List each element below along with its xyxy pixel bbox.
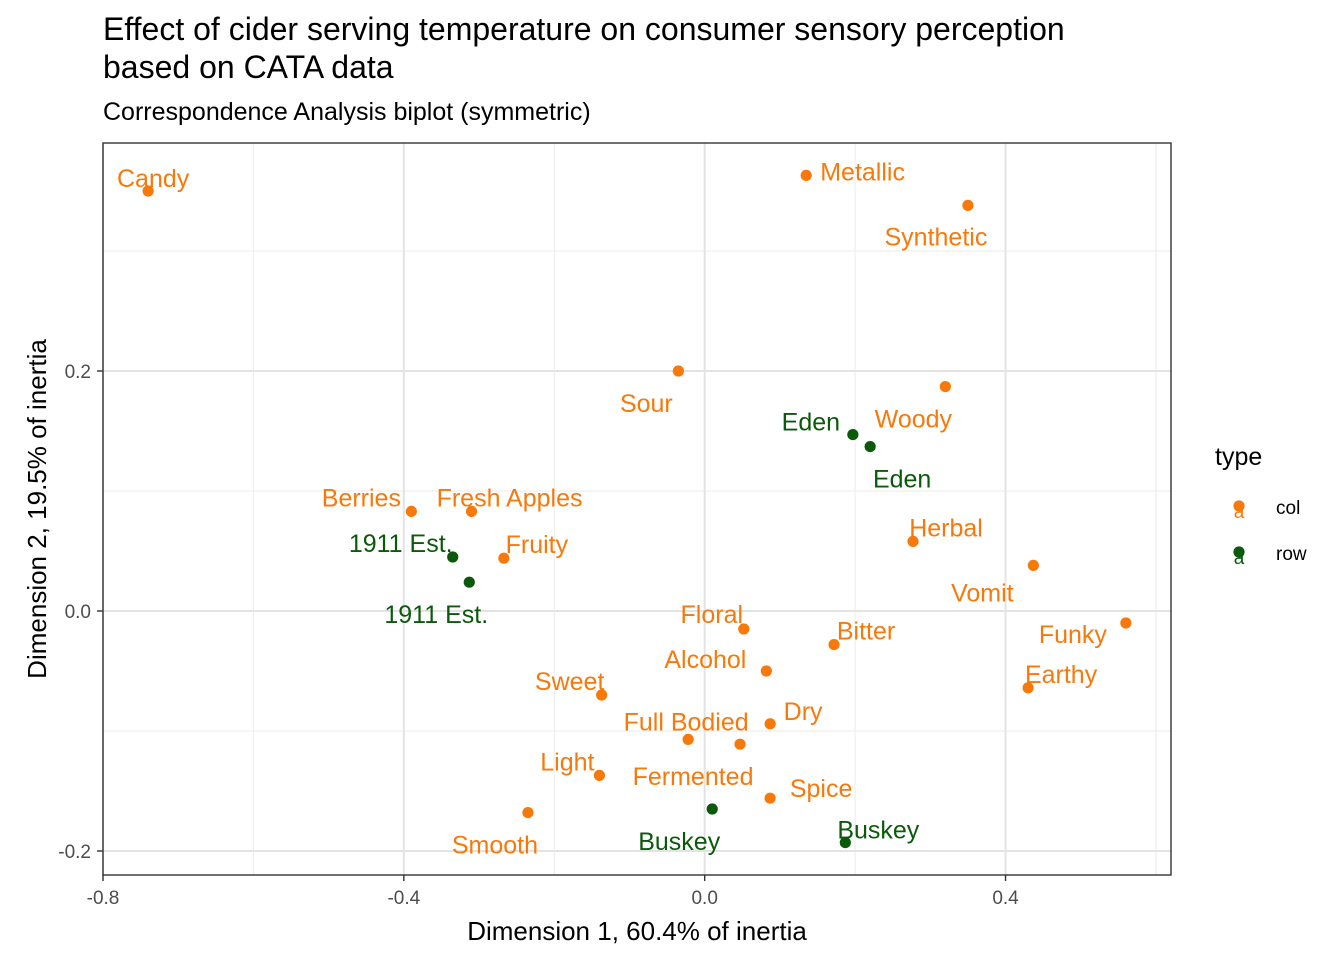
x-axis-ticks: -0.8 -0.4 0.0 0.4 xyxy=(87,875,1019,909)
data-point-col xyxy=(672,365,684,377)
point-label-col: Sweet xyxy=(535,668,605,696)
point-label-col: Berries xyxy=(322,484,401,512)
point-label-col: Full Bodied xyxy=(624,708,749,736)
point-label-col: Herbal xyxy=(909,514,983,542)
legend-title: type xyxy=(1215,443,1262,471)
point-label-col: Fresh Apples xyxy=(437,484,583,512)
point-label-col: Bitter xyxy=(837,618,895,646)
data-point-col xyxy=(764,792,776,804)
data-point-col xyxy=(764,718,776,730)
data-point-col xyxy=(682,733,694,746)
panel-background xyxy=(103,143,1171,875)
data-point-col xyxy=(593,769,605,782)
y-tick-label: 0.0 xyxy=(65,602,91,623)
legend-label: col xyxy=(1276,498,1300,519)
point-label-col: Vomit xyxy=(951,579,1014,607)
point-label-col: Fruity xyxy=(506,531,569,559)
legend-entry-row: a row xyxy=(1233,544,1307,569)
point-label-col: Earthy xyxy=(1025,661,1098,689)
point-label-col: Floral xyxy=(681,601,744,629)
legend-key-glyph: a xyxy=(1234,502,1245,523)
data-point-row xyxy=(706,803,718,815)
data-point-row xyxy=(463,576,475,588)
point-label-col: Funky xyxy=(1039,621,1108,649)
panel-border xyxy=(102,142,1172,876)
data-point-row xyxy=(447,551,459,563)
point-label-row: Buskey xyxy=(638,828,720,856)
legend-key-point xyxy=(1233,500,1245,512)
point-label-row: Eden xyxy=(873,466,931,494)
data-point-col xyxy=(1027,559,1039,572)
data-point-col xyxy=(800,169,812,181)
point-label-row: 1911 Est. xyxy=(349,530,453,558)
point-label-col: Dry xyxy=(784,698,823,726)
data-point-col xyxy=(405,505,417,517)
point-label-col: Sour xyxy=(620,390,673,418)
data-point-col xyxy=(828,639,840,651)
data-points: Candy Metallic Synthetic Sour Woody Berries Fr… xyxy=(117,158,1132,860)
data-point-col xyxy=(596,689,608,701)
data-point-col xyxy=(962,199,974,211)
legend-entry-col: a col xyxy=(1233,498,1300,523)
legend-entries: a col a row xyxy=(1233,498,1307,569)
data-point-col xyxy=(465,505,478,517)
data-point-row xyxy=(847,429,859,441)
data-point-col xyxy=(734,738,746,750)
data-point-col xyxy=(1120,617,1132,629)
point-label-col: Woody xyxy=(875,406,953,434)
legend-key-point xyxy=(1233,546,1245,558)
data-point-col xyxy=(522,807,534,819)
data-point-col xyxy=(738,623,750,635)
point-label-row: Eden xyxy=(782,409,840,437)
y-axis-ticks: -0.2 0.0 0.2 xyxy=(58,362,103,863)
data-point-col xyxy=(1022,682,1034,694)
data-point-col xyxy=(142,185,154,197)
legend-key-glyph: a xyxy=(1234,548,1245,569)
y-axis-title: Dimension 2, 19.5% of inertia xyxy=(22,339,52,679)
chart-title-line2: based on CATA data xyxy=(103,49,394,85)
point-label-col: Fermented xyxy=(633,763,754,791)
legend-label: row xyxy=(1276,544,1307,565)
point-label-col: Light xyxy=(540,748,594,776)
x-tick-label: 0.0 xyxy=(691,888,717,909)
chart-title-line1: Effect of cider serving temperature on c… xyxy=(103,11,1065,47)
x-axis-title: Dimension 1, 60.4% of inertia xyxy=(467,916,807,946)
data-point-col xyxy=(907,535,919,548)
point-label-col: Candy xyxy=(117,165,190,193)
point-label-row: 1911 Est. xyxy=(384,601,488,629)
data-point-col xyxy=(939,381,951,393)
point-label-col: Alcohol xyxy=(664,646,746,674)
point-label-col: Smooth xyxy=(452,832,538,860)
chart-subtitle: Correspondence Analysis biplot (symmetri… xyxy=(103,98,591,126)
data-point-row xyxy=(839,837,851,849)
point-label-col: Synthetic xyxy=(885,223,988,251)
data-point-col xyxy=(760,665,772,677)
x-tick-label: -0.4 xyxy=(387,888,420,909)
y-tick-label: 0.2 xyxy=(65,362,91,383)
point-label-col: Metallic xyxy=(820,158,905,186)
x-tick-label: -0.8 xyxy=(87,888,120,909)
legend: type a col a row xyxy=(1215,443,1307,569)
plot-panel: Candy Metallic Synthetic Sour Woody Berries Fr… xyxy=(102,142,1172,876)
point-label-row: Buskey xyxy=(837,817,919,845)
x-tick-label: 0.4 xyxy=(992,888,1019,909)
data-point-col xyxy=(498,552,510,564)
point-label-col: Spice xyxy=(790,775,853,803)
data-point-row xyxy=(864,441,876,453)
y-tick-label: -0.2 xyxy=(58,842,91,863)
